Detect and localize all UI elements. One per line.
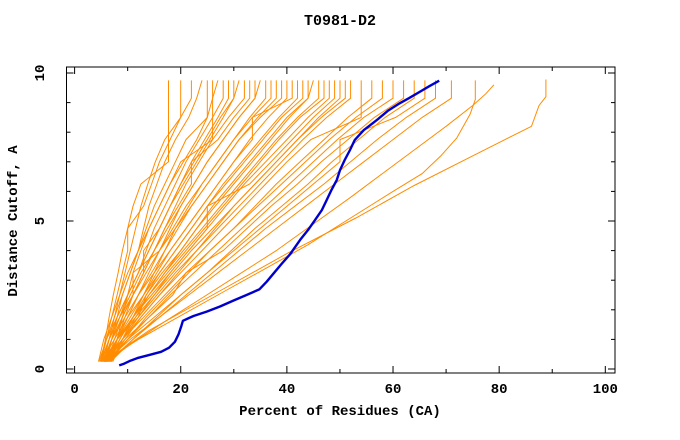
model-line — [108, 80, 373, 362]
model-line — [103, 80, 336, 362]
model-line — [105, 80, 352, 362]
model-line — [100, 80, 283, 362]
y-tick-label: 5 — [33, 217, 49, 225]
y-tick-label: 10 — [33, 65, 49, 82]
model-line — [104, 80, 452, 362]
model-line — [106, 79, 547, 361]
model-line — [105, 80, 426, 362]
model-line — [107, 80, 245, 362]
model-line — [110, 80, 415, 362]
model-line — [100, 80, 208, 362]
x-tick-label: 20 — [172, 382, 189, 398]
model-line — [100, 80, 169, 362]
model-line — [108, 84, 495, 361]
model-line — [102, 80, 383, 362]
model-line — [103, 80, 405, 362]
model-line — [99, 80, 219, 362]
model-line — [101, 80, 346, 362]
x-tick-label: 0 — [70, 382, 78, 398]
plot-frame — [66, 66, 616, 374]
model-line — [110, 80, 309, 362]
x-axis-label: Percent of Residues (CA) — [239, 404, 441, 420]
model-line — [105, 80, 203, 362]
x-tick-label: 100 — [593, 382, 618, 398]
model-line — [101, 80, 304, 362]
highlighted-model-line — [118, 79, 440, 367]
model-line — [105, 80, 362, 362]
model-line — [98, 80, 240, 362]
x-tick-label: 80 — [491, 382, 508, 398]
x-tick-label: 60 — [385, 382, 402, 398]
model-line — [103, 80, 272, 362]
model-line — [103, 80, 476, 363]
y-tick-label: 0 — [33, 365, 49, 373]
x-tick-label: 40 — [278, 382, 295, 398]
chart-title: T0981-D2 — [303, 13, 376, 30]
model-line — [102, 80, 293, 362]
model-line — [104, 80, 314, 362]
y-axis-label: Distance Cutoff, A — [6, 145, 22, 297]
model-line — [108, 80, 277, 362]
